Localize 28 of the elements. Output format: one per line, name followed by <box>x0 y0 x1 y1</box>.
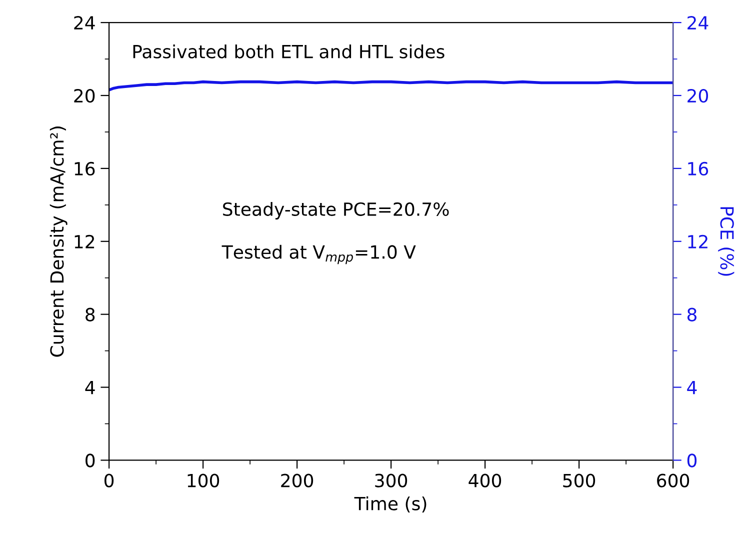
y-tick-label: 12 <box>74 234 94 248</box>
y2-tick-label: 4 <box>687 380 697 394</box>
y2-tick-label: 20 <box>688 88 708 103</box>
y2-tick-label: 0 <box>687 454 697 468</box>
y2-tick-label: 16 <box>688 162 708 176</box>
x-tick-label: 0 <box>104 474 114 488</box>
y2-axis-title: PCE (%) <box>718 207 734 276</box>
y-tick-label: 16 <box>74 162 95 176</box>
y2-tick-label: 8 <box>687 308 696 322</box>
annotation: Passivated both ETL and HTL sides <box>133 44 444 58</box>
x-tick-label: 400 <box>468 474 502 488</box>
y-tick-label: 4 <box>85 380 95 394</box>
x-tick-label: 300 <box>375 474 408 488</box>
x-tick-label: 500 <box>563 474 596 488</box>
line-series <box>109 80 674 92</box>
annotation: Tested at V$_{mpp}$=1.0 V <box>222 244 416 264</box>
y2-tick-label: 24 <box>688 16 708 30</box>
y2-tick-label: 12 <box>688 234 708 248</box>
x-tick-label: 200 <box>281 474 314 488</box>
x-tick-label: 100 <box>188 474 220 488</box>
y-tick-label: 24 <box>74 16 95 30</box>
x-tick-label: 600 <box>657 474 690 488</box>
y-tick-label: 0 <box>86 454 95 468</box>
annotation: Steady-state PCE=20.7% <box>223 202 449 220</box>
y-tick-label: 20 <box>74 88 95 103</box>
y-tick-label: 8 <box>86 308 95 322</box>
x-axis-title: Time (s) <box>354 496 426 513</box>
y-axis-title: Current Density (mA/cm²) <box>50 126 68 357</box>
